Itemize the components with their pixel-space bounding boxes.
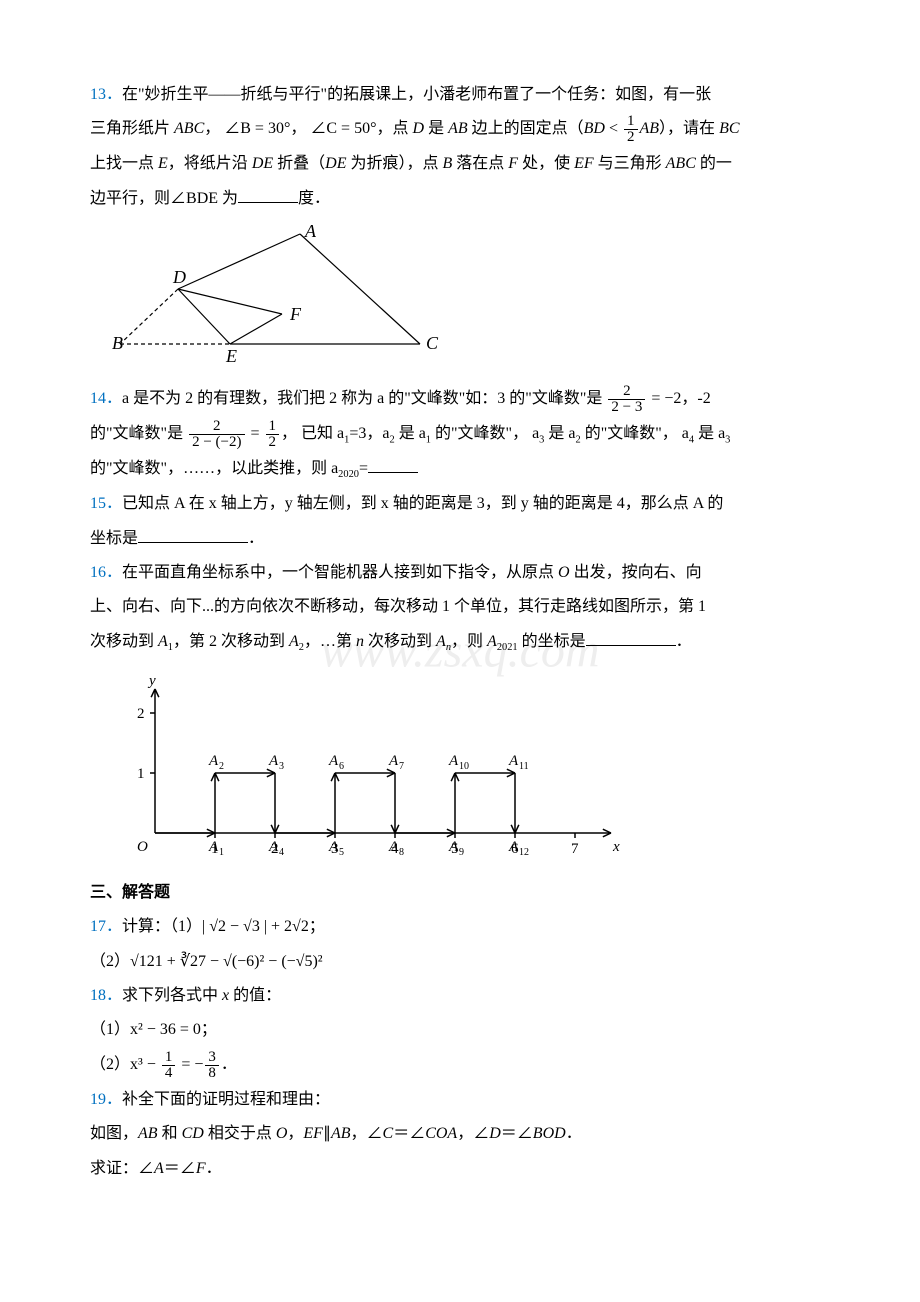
q13-line4: 边平行，则∠BDE 为度． bbox=[90, 184, 830, 214]
svg-text:11: 11 bbox=[519, 761, 529, 772]
svg-text:9: 9 bbox=[459, 847, 464, 858]
svg-text:A: A bbox=[328, 753, 339, 769]
svg-text:C: C bbox=[426, 333, 439, 353]
svg-text:2: 2 bbox=[219, 761, 224, 772]
q15-line2: 坐标是． bbox=[90, 524, 830, 554]
q19-line2: 如图，AB 和 CD 相交于点 O，EF∥AB，∠C＝∠COA，∠D＝∠BOD． bbox=[90, 1119, 830, 1149]
q16-chart: 123456712OxyA1A2A3A4A5A6A7A8A9A10A11A12 bbox=[110, 668, 830, 868]
svg-text:x: x bbox=[612, 839, 620, 855]
svg-text:1: 1 bbox=[137, 766, 145, 782]
q15-num: 15． bbox=[90, 495, 122, 512]
section3-header: 三、解答题 bbox=[90, 878, 830, 908]
q19-line3: 求证：∠A＝∠F． bbox=[90, 1154, 830, 1184]
q18-frac1: 14 bbox=[162, 1050, 176, 1081]
q13-blank[interactable] bbox=[238, 187, 298, 203]
svg-text:A: A bbox=[268, 753, 279, 769]
svg-text:A: A bbox=[388, 753, 399, 769]
q14-num: 14． bbox=[90, 390, 122, 407]
svg-text:10: 10 bbox=[459, 761, 469, 772]
svg-text:F: F bbox=[289, 304, 302, 324]
q14-blank[interactable] bbox=[368, 457, 418, 473]
q15-line1: 15．已知点 A 在 x 轴上方，y 轴左侧，到 x 轴的距离是 3，到 y 轴… bbox=[90, 489, 830, 519]
q16-blank[interactable] bbox=[586, 630, 676, 646]
q16-line2: 上、向右、向下...的方向依次不断移动，每次移动 1 个单位，其行走路线如图所示… bbox=[90, 592, 830, 622]
svg-text:6: 6 bbox=[339, 761, 344, 772]
svg-text:A: A bbox=[208, 839, 219, 855]
svg-text:E: E bbox=[225, 346, 237, 366]
svg-text:A: A bbox=[448, 839, 459, 855]
q14-frac2: 22 − (−2) bbox=[189, 419, 244, 450]
svg-text:y: y bbox=[147, 673, 156, 689]
svg-text:A: A bbox=[304, 224, 317, 241]
q14-line1: 14．a 是不为 2 的有理数，我们把 2 称为 a 的"文峰数"如：3 的"文… bbox=[90, 384, 830, 415]
q18-line1: 18．求下列各式中 x 的值： bbox=[90, 981, 830, 1011]
q19-line1: 19．补全下面的证明过程和理由： bbox=[90, 1085, 830, 1115]
q18-part2: （2）x³ − 14 = −38． bbox=[90, 1050, 830, 1081]
q17-line2: （2）√121 + ∛27 − √(−6)² − (−√5)² bbox=[90, 947, 830, 977]
svg-text:5: 5 bbox=[339, 847, 344, 858]
q18-num: 18． bbox=[90, 987, 122, 1004]
q16-line1: 16．在平面直角坐标系中，一个智能机器人接到如下指令，从原点 O 出发，按向右、… bbox=[90, 558, 830, 588]
svg-text:4: 4 bbox=[279, 847, 284, 858]
q14-line2: 的"文峰数"是 22 − (−2) = 12， 已知 a1=3，a2 是 a1 … bbox=[90, 419, 830, 450]
q13-line1: 13．在"妙折生平——折纸与平行"的拓展课上，小潘老师布置了一个任务：如图，有一… bbox=[90, 80, 830, 110]
svg-text:A: A bbox=[328, 839, 339, 855]
svg-text:7: 7 bbox=[399, 761, 404, 772]
q17-num: 17． bbox=[90, 918, 122, 935]
q14-line3: 的"文峰数"，……，以此类推，则 a2020= bbox=[90, 454, 830, 485]
q13-frac: 12 bbox=[624, 114, 638, 145]
q13-line1-text: 在"妙折生平——折纸与平行"的拓展课上，小潘老师布置了一个任务：如图，有一张 bbox=[122, 86, 711, 103]
svg-text:A: A bbox=[448, 753, 459, 769]
q14-frac1: 22 − 3 bbox=[608, 384, 645, 415]
q16-num: 16． bbox=[90, 564, 122, 581]
svg-text:1: 1 bbox=[219, 847, 224, 858]
q19-num: 19． bbox=[90, 1091, 122, 1108]
q13-line2: 三角形纸片 ABC， ∠B = 30°， ∠C = 50°，点 D 是 AB 边… bbox=[90, 114, 830, 145]
svg-text:O: O bbox=[137, 839, 148, 855]
svg-text:12: 12 bbox=[519, 847, 529, 858]
svg-text:A: A bbox=[268, 839, 279, 855]
svg-text:8: 8 bbox=[399, 847, 404, 858]
svg-text:A: A bbox=[508, 753, 519, 769]
q18-frac2: 38 bbox=[205, 1050, 219, 1081]
q16-line3: 次移动到 A1，第 2 次移动到 A2，…第 n 次移动到 An，则 A2021… bbox=[90, 627, 830, 658]
svg-text:7: 7 bbox=[571, 841, 579, 857]
svg-text:A: A bbox=[508, 839, 519, 855]
svg-text:B: B bbox=[112, 333, 123, 353]
q18-part1: （1）x² − 36 = 0； bbox=[90, 1015, 830, 1045]
q15-blank[interactable] bbox=[138, 527, 248, 543]
q13-num: 13． bbox=[90, 86, 122, 103]
svg-text:D: D bbox=[172, 267, 186, 287]
q13-line3: 上找一点 E，将纸片沿 DE 折叠（DE 为折痕），点 B 落在点 F 处，使 … bbox=[90, 149, 830, 179]
svg-text:2: 2 bbox=[137, 706, 145, 722]
svg-text:A: A bbox=[208, 753, 219, 769]
q13-figure: A B C D E F bbox=[110, 224, 830, 374]
q17-line1: 17．计算：（1）| √2 − √3 | + 2√2； bbox=[90, 912, 830, 942]
q14-frac2b: 12 bbox=[266, 419, 280, 450]
svg-text:3: 3 bbox=[279, 761, 284, 772]
svg-text:A: A bbox=[388, 839, 399, 855]
